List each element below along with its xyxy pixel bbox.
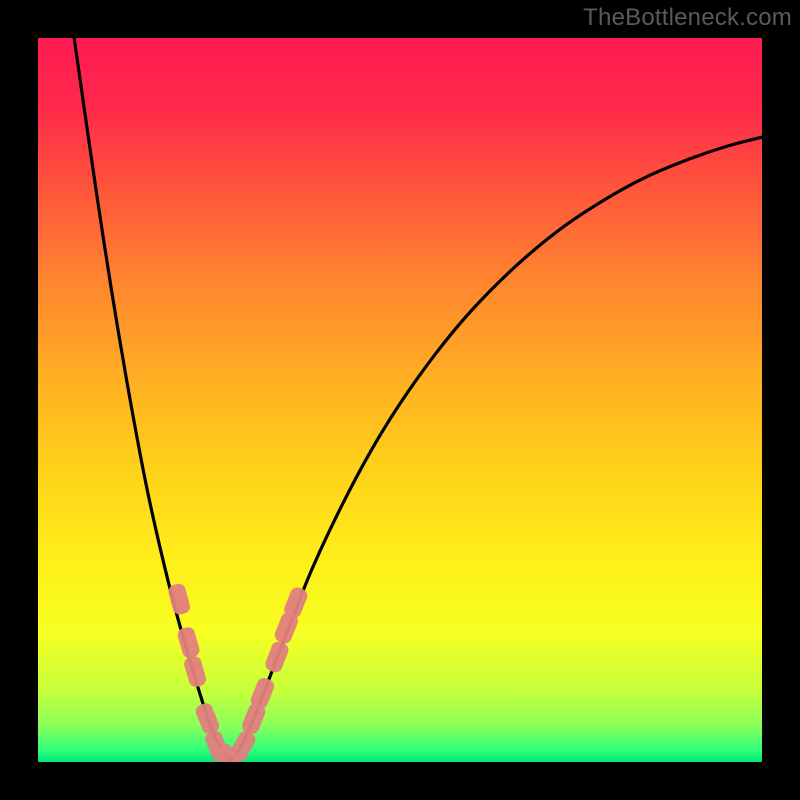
watermark-text: TheBottleneck.com xyxy=(583,4,792,32)
plot-area xyxy=(38,38,762,762)
curve-layer xyxy=(38,38,762,762)
data-marker xyxy=(167,582,192,616)
right-curve xyxy=(230,137,762,760)
data-marker xyxy=(183,654,208,688)
figure-container: TheBottleneck.com xyxy=(0,0,800,800)
data-marker xyxy=(263,640,290,675)
data-marker xyxy=(194,701,221,736)
data-marker xyxy=(176,626,201,660)
left-curve xyxy=(74,38,230,761)
